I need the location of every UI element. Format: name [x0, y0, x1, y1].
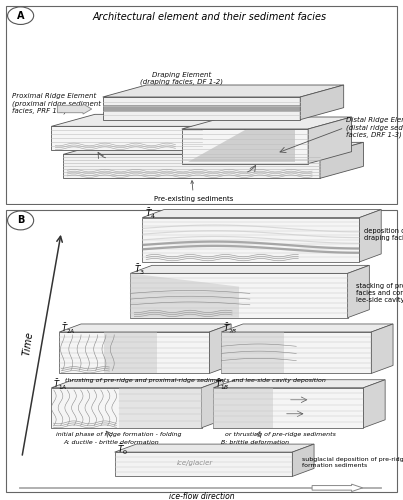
Polygon shape [210, 324, 231, 374]
Polygon shape [202, 114, 245, 150]
Text: deposition of
draping facies: deposition of draping facies [364, 228, 403, 240]
Text: thrusting of pre-ridge and proximal-ridge sediments and lee-side cavity depositi: thrusting of pre-ridge and proximal-ridg… [65, 378, 326, 384]
Polygon shape [364, 380, 385, 428]
Polygon shape [182, 129, 308, 164]
Text: $\bar{T}_3$: $\bar{T}_3$ [133, 262, 145, 277]
Polygon shape [221, 324, 393, 332]
Polygon shape [300, 85, 344, 119]
Polygon shape [142, 218, 359, 262]
Circle shape [8, 7, 34, 24]
Polygon shape [114, 452, 292, 476]
Polygon shape [103, 105, 300, 112]
Text: ice-flow direction: ice-flow direction [169, 492, 234, 500]
Polygon shape [213, 380, 385, 388]
Circle shape [8, 211, 34, 230]
Polygon shape [221, 332, 371, 374]
Polygon shape [52, 388, 202, 428]
Polygon shape [371, 324, 393, 374]
Text: $\bar{T}_{1B}$: $\bar{T}_{1B}$ [215, 378, 230, 392]
Polygon shape [292, 444, 314, 476]
Polygon shape [131, 274, 348, 318]
Text: Architectural element and their sediment facies: Architectural element and their sediment… [92, 12, 326, 22]
Polygon shape [348, 266, 369, 318]
Text: $\bar{T}_{2A}$: $\bar{T}_{2A}$ [61, 322, 76, 336]
Polygon shape [114, 444, 314, 452]
Polygon shape [308, 117, 351, 164]
Text: $\bar{T}_0$: $\bar{T}_0$ [116, 442, 128, 457]
Polygon shape [131, 274, 239, 318]
Polygon shape [188, 130, 295, 162]
Polygon shape [359, 210, 381, 262]
FancyArrow shape [312, 484, 363, 492]
Text: A: A [17, 10, 24, 20]
Text: subglacial deposition of pre-ridge
formation sediments: subglacial deposition of pre-ridge forma… [302, 458, 403, 468]
Text: Draping Element
(draping facies, DF 1-2): Draping Element (draping facies, DF 1-2) [140, 72, 223, 85]
Polygon shape [103, 85, 344, 97]
Polygon shape [52, 114, 245, 126]
Text: $\bar{T}_{2B}$: $\bar{T}_{2B}$ [223, 322, 238, 336]
Polygon shape [213, 388, 273, 428]
Polygon shape [63, 154, 320, 178]
Text: Pre-existing sediments: Pre-existing sediments [154, 180, 233, 202]
Text: or thrusting of pre-ridge sediments: or thrusting of pre-ridge sediments [225, 432, 337, 437]
Text: Time: Time [22, 330, 35, 356]
Polygon shape [131, 266, 369, 274]
Text: Distal Ridge Element
(distal ridge sediment
facies, DRF 1-3): Distal Ridge Element (distal ridge sedim… [346, 117, 403, 138]
Polygon shape [320, 142, 364, 178]
Polygon shape [59, 324, 231, 332]
Polygon shape [63, 142, 364, 154]
Text: Proximal Ridge Element
(proximal ridge sediment
facies, PRF 1-5): Proximal Ridge Element (proximal ridge s… [12, 93, 101, 114]
Polygon shape [182, 117, 351, 129]
Polygon shape [59, 332, 210, 374]
Polygon shape [103, 97, 300, 120]
Text: stacking of proximal ridge
facies and continuous
lee-side cavity deposition: stacking of proximal ridge facies and co… [355, 282, 403, 302]
Polygon shape [221, 332, 284, 374]
Text: ice/glacier: ice/glacier [177, 460, 213, 466]
Text: A: ductile - brittle deformation: A: ductile - brittle deformation [63, 440, 159, 445]
Text: initial phase of ridge formation - folding: initial phase of ridge formation - foldi… [56, 432, 182, 437]
FancyArrow shape [57, 104, 92, 114]
Text: $\bar{T}_{1A}$: $\bar{T}_{1A}$ [53, 378, 68, 392]
Polygon shape [104, 332, 157, 374]
Polygon shape [52, 126, 202, 150]
Text: B: B [17, 216, 24, 226]
Polygon shape [119, 388, 202, 428]
Text: $\bar{T}_4$: $\bar{T}_4$ [145, 206, 157, 221]
Polygon shape [142, 210, 381, 218]
Polygon shape [213, 388, 364, 428]
Polygon shape [202, 380, 223, 428]
Polygon shape [52, 380, 223, 388]
Text: B: brittle deformation: B: brittle deformation [221, 440, 289, 445]
